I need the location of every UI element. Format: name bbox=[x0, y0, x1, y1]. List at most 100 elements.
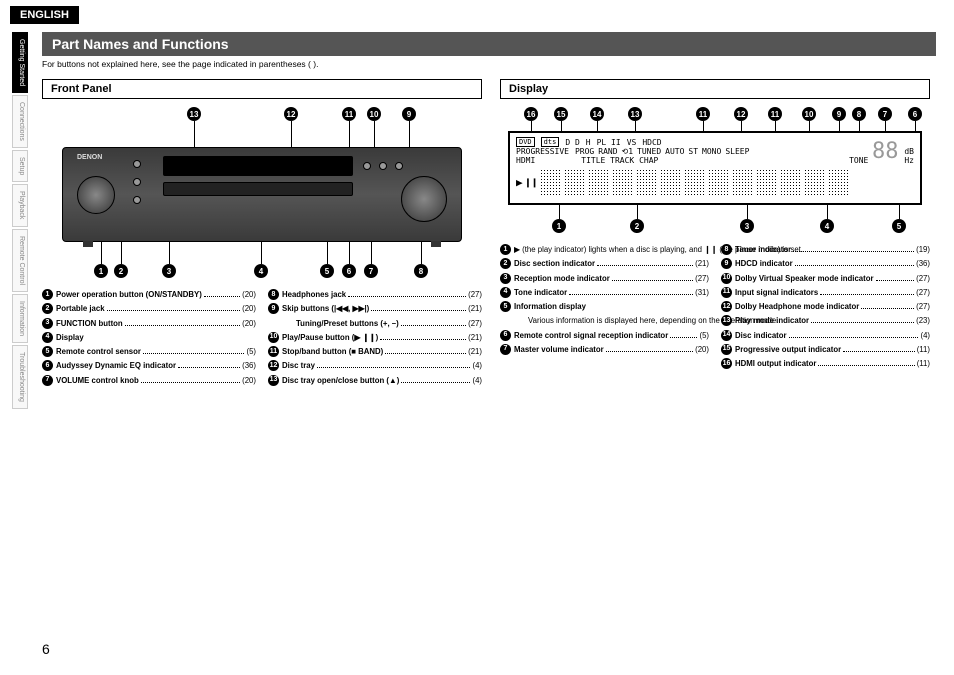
legend-item: 5Remote control sensor(5) bbox=[42, 345, 256, 358]
callout-line bbox=[775, 121, 776, 131]
legend-page: (19) bbox=[916, 243, 930, 256]
legend-label: Power operation button (ON/STANDBY) bbox=[56, 288, 202, 301]
callout-line bbox=[637, 205, 638, 219]
callout-number: 6 bbox=[342, 264, 356, 278]
dot-matrix: ▶ ❙❙ bbox=[516, 169, 914, 195]
callout-line bbox=[261, 242, 262, 264]
callout-number: 1 bbox=[94, 264, 108, 278]
callout-number: 3 bbox=[162, 264, 176, 278]
display-title: Display bbox=[500, 79, 930, 99]
side-tab[interactable]: Information bbox=[12, 294, 28, 343]
lcd-text: TONE bbox=[849, 156, 868, 165]
callout-number: 3 bbox=[740, 219, 754, 233]
callout-line bbox=[859, 121, 860, 131]
callout-line bbox=[291, 121, 292, 147]
callout-line bbox=[101, 242, 102, 264]
legend-label: VOLUME control knob bbox=[56, 374, 139, 387]
callout-number: 6 bbox=[908, 107, 922, 121]
legend-page: (36) bbox=[242, 359, 256, 372]
legend-page: (27) bbox=[916, 286, 930, 299]
power-knob bbox=[77, 176, 115, 214]
device-display bbox=[163, 156, 353, 176]
front-panel-title: Front Panel bbox=[42, 79, 482, 99]
lcd-text: HDMI bbox=[516, 156, 535, 165]
legend-item: 14Disc indicator(4) bbox=[721, 329, 930, 342]
side-tab[interactable]: Getting Started bbox=[12, 32, 28, 93]
legend-label: Dolby Headphone mode indicator bbox=[735, 300, 859, 313]
device-tray bbox=[163, 182, 353, 196]
callout-line bbox=[885, 121, 886, 131]
legend-page: (4) bbox=[472, 374, 482, 387]
display-diagram: DVDdtsD DHPL IIVSHDCD PROGRESSIVE PROGRA… bbox=[500, 105, 930, 235]
legend-page: (21) bbox=[468, 345, 482, 358]
legend-page: (20) bbox=[242, 288, 256, 301]
legend-label: Stop/band button (■ BAND) bbox=[282, 345, 383, 358]
legend-item: 12Disc tray(4) bbox=[268, 359, 482, 372]
callout-number: 8 bbox=[852, 107, 866, 121]
legend-page: (31) bbox=[695, 286, 709, 299]
lcd-indicator: DVD bbox=[516, 137, 535, 147]
legend-page: (27) bbox=[468, 317, 482, 330]
lcd-indicator: TUNED bbox=[637, 147, 661, 156]
callout-number: 16 bbox=[524, 107, 538, 121]
lcd-indicator: D D bbox=[565, 138, 579, 147]
side-tab[interactable]: Setup bbox=[12, 150, 28, 182]
side-tab[interactable]: Playback bbox=[12, 184, 28, 226]
pause-icon: ❙❙ bbox=[525, 176, 538, 189]
side-tab[interactable]: Connections bbox=[12, 95, 28, 148]
callout-line bbox=[409, 121, 410, 147]
callout-number: 7 bbox=[878, 107, 892, 121]
callout-line bbox=[899, 205, 900, 219]
callout-number: 7 bbox=[364, 264, 378, 278]
legend-number: 12 bbox=[721, 301, 732, 312]
front-panel-legend: 1Power operation button (ON/STANDBY) (20)… bbox=[42, 288, 482, 388]
legend-label: FUNCTION button bbox=[56, 317, 123, 330]
main-title: Part Names and Functions bbox=[42, 32, 936, 56]
volume-knob bbox=[401, 176, 447, 222]
callout-line bbox=[597, 121, 598, 131]
legend-page: (27) bbox=[695, 272, 709, 285]
legend-number: 5 bbox=[500, 301, 511, 312]
legend-label: Disc tray open/close button (▲) bbox=[282, 374, 399, 387]
lcd-indicator: RAND bbox=[598, 147, 617, 156]
display-legend: 1▶ (the play indicator) lights when a di… bbox=[500, 243, 930, 371]
legend-page: (4) bbox=[920, 329, 930, 342]
lcd-indicator: AUTO bbox=[665, 147, 684, 156]
legend-label: Information display bbox=[514, 300, 586, 313]
callout-number: 1 bbox=[552, 219, 566, 233]
display-section: Display DVDdtsD DHPL IIVSHDCD PROGRESSIV… bbox=[500, 79, 930, 388]
legend-number: 2 bbox=[42, 303, 53, 314]
legend-label: Remote control sensor bbox=[56, 345, 141, 358]
callout-number: 9 bbox=[402, 107, 416, 121]
lcd-indicator: PL II bbox=[597, 138, 621, 147]
side-tab[interactable]: Remote Control bbox=[12, 229, 28, 292]
legend-label: HDMI output indicator bbox=[735, 357, 816, 370]
callout-line bbox=[327, 242, 328, 264]
callout-number: 13 bbox=[187, 107, 201, 121]
legend-label: Dolby Virtual Speaker mode indicator bbox=[735, 272, 874, 285]
side-nav: Getting Started Connections Setup Playback R… bbox=[12, 32, 28, 409]
callout-number: 10 bbox=[802, 107, 816, 121]
callout-number: 5 bbox=[320, 264, 334, 278]
legend-item: 11Input signal indicators(27) bbox=[721, 286, 930, 299]
legend-page: (20) bbox=[242, 317, 256, 330]
legend-number: 12 bbox=[268, 360, 279, 371]
legend-item: 16HDMI output indicator(11) bbox=[721, 357, 930, 370]
callout-line bbox=[827, 205, 828, 219]
side-tab[interactable]: Troubleshooting bbox=[12, 345, 28, 409]
lcd-indicator: ST bbox=[688, 147, 698, 156]
legend-label: Reception mode indicator bbox=[514, 272, 610, 285]
legend-page: (5) bbox=[246, 345, 256, 358]
device-button bbox=[395, 162, 403, 170]
legend-number: 16 bbox=[721, 358, 732, 369]
legend-item: Various information is displayed here, d… bbox=[500, 314, 709, 327]
legend-label: Progressive output indicator bbox=[735, 343, 841, 356]
legend-page: (27) bbox=[916, 300, 930, 313]
legend-number: 1 bbox=[42, 289, 53, 300]
front-panel-diagram: DENON 13121110912345678 bbox=[42, 105, 482, 280]
legend-label: Tone indicator bbox=[514, 286, 567, 299]
legend-item: 3Reception mode indicator(27) bbox=[500, 272, 709, 285]
lcd-indicator: dts bbox=[541, 137, 560, 147]
legend-item: 10Play/Pause button (▶ ❙❙)(21) bbox=[268, 331, 482, 344]
legend-page: (27) bbox=[468, 288, 482, 301]
